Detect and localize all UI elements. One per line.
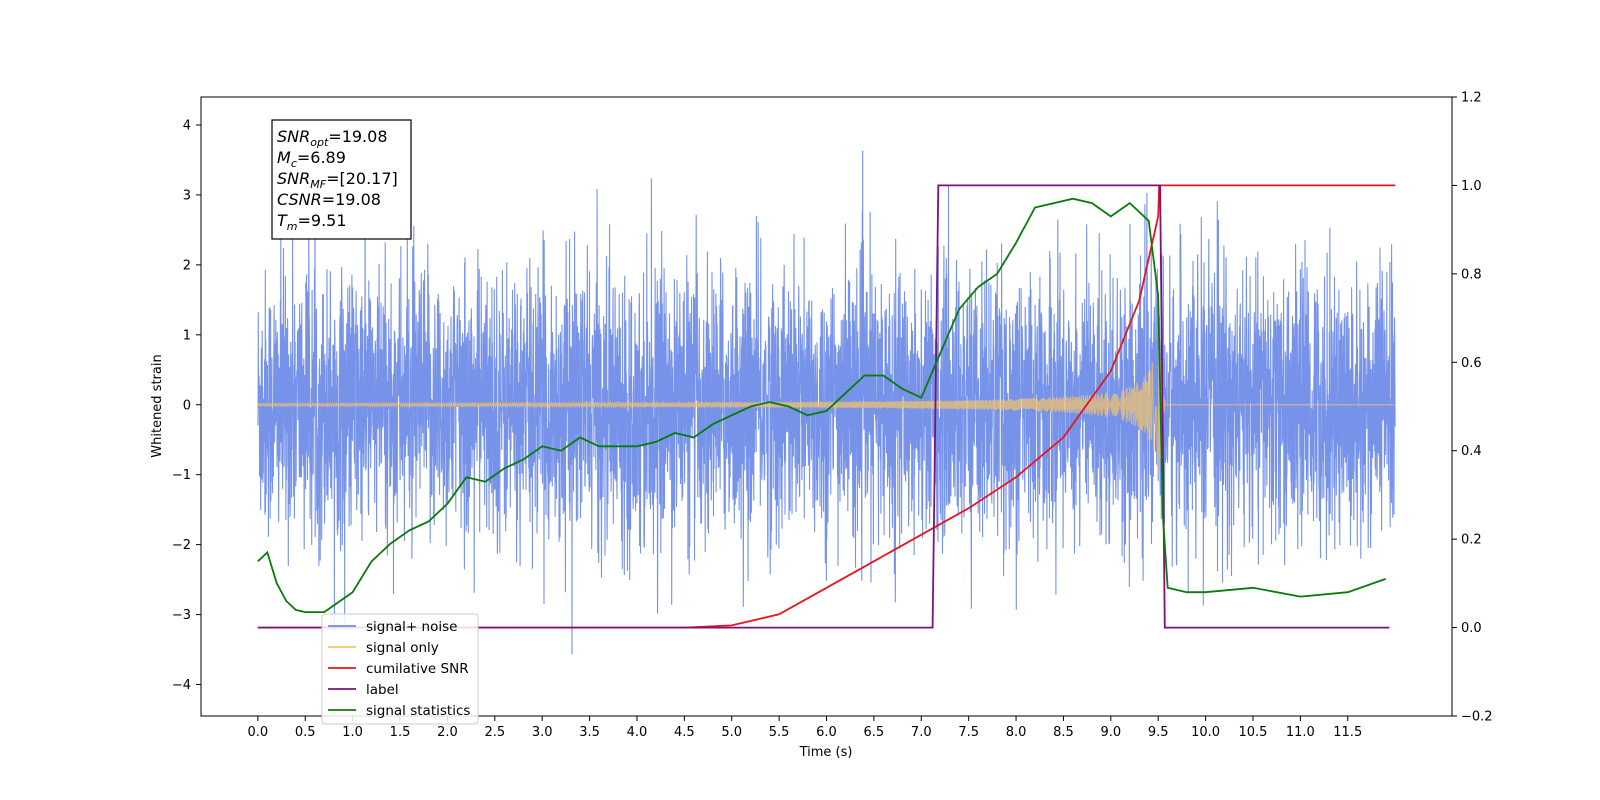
y-tick-label: 1 <box>183 328 191 343</box>
y-tick-label: −3 <box>172 608 191 623</box>
info-value: =6.89 <box>297 148 346 167</box>
legend-entry: signal statistics <box>366 703 470 719</box>
x-axis: 0.0 0.5 1.0 1.5 2.0 2.5 3.0 3.5 4.0 4.5 5.0 5.5 6.0 6… <box>248 716 1362 740</box>
info-subscript: m <box>287 220 298 233</box>
x-tick-label: 0.0 <box>248 725 269 740</box>
legend-entry: label <box>366 682 399 698</box>
plot-area <box>257 150 1396 655</box>
info-value: =[20.17] <box>326 169 398 188</box>
y-right-tick-label: 0.0 <box>1461 621 1482 636</box>
x-tick-label: 4.5 <box>674 725 695 740</box>
x-tick-label: 2.0 <box>437 725 458 740</box>
info-line: Tm=9.51 <box>277 211 347 233</box>
x-tick-label: 9.0 <box>1100 725 1121 740</box>
y-axis-right: 1.2 1.0 0.8 0.6 0.4 0.2 0.0 −0.2 <box>1452 91 1493 725</box>
legend-frame <box>321 613 479 725</box>
y-right-tick-label: 0.6 <box>1461 356 1482 371</box>
info-box-frame <box>271 119 412 240</box>
series-line <box>257 197 1386 613</box>
x-tick-label: 6.5 <box>864 725 885 740</box>
info-symbol: M <box>277 148 291 167</box>
x-tick-label: 7.0 <box>911 725 932 740</box>
y-right-tick-label: 1.0 <box>1461 179 1482 194</box>
y-tick-label: −4 <box>172 678 191 693</box>
y-right-tick-label: 0.8 <box>1461 267 1482 282</box>
series-line <box>257 184 1390 629</box>
x-tick-label: 6.0 <box>816 725 837 740</box>
legend: signal+ noise signal only cumilative SNR la… <box>321 613 479 725</box>
series-line <box>257 326 1396 484</box>
info-value: =19.08 <box>328 127 387 146</box>
info-value: =19.08 <box>322 190 381 209</box>
info-line: Mc=6.89 <box>277 148 346 170</box>
x-tick-label: 8.5 <box>1053 725 1074 740</box>
x-tick-label: 11.0 <box>1286 725 1315 740</box>
y-tick-label: 0 <box>183 398 191 413</box>
x-tick-label: 4.0 <box>627 725 648 740</box>
y-right-tick-label: 0.4 <box>1461 444 1482 459</box>
x-tick-label: 5.5 <box>769 725 790 740</box>
y-right-tick-label: 1.2 <box>1461 91 1482 106</box>
x-tick-label: 0.5 <box>295 725 316 740</box>
info-symbol: T <box>277 211 288 230</box>
y-tick-label: 3 <box>183 188 191 203</box>
x-tick-label: 5.0 <box>721 725 742 740</box>
info-value: =9.51 <box>298 211 347 230</box>
x-tick-label: 8.0 <box>1006 725 1027 740</box>
info-symbol: SNR <box>277 169 310 188</box>
info-symbol: CSNR <box>277 190 322 209</box>
x-tick-label: 11.5 <box>1333 725 1362 740</box>
y-right-tick-label: 0.2 <box>1461 533 1482 548</box>
y-axis-left: 4 3 2 1 0 −1 −2 −3 −4 <box>172 118 201 693</box>
info-box: SNRopt=19.08Mc=6.89SNRMF=[20.17]CSNR=19.… <box>271 119 412 240</box>
y-axis-left-label: Whitened strain <box>150 354 165 457</box>
info-symbol: SNR <box>277 127 310 146</box>
x-tick-label: 3.0 <box>532 725 553 740</box>
info-subscript: opt <box>310 136 329 149</box>
x-tick-label: 2.5 <box>484 725 505 740</box>
info-line: SNRopt=19.08 <box>277 127 388 149</box>
x-tick-label: 10.5 <box>1239 725 1268 740</box>
x-tick-label: 1.5 <box>390 725 411 740</box>
info-subscript: MF <box>310 178 326 191</box>
legend-entry: signal+ noise <box>366 619 457 635</box>
y-tick-label: 4 <box>183 118 191 133</box>
y-tick-label: −1 <box>172 468 191 483</box>
info-subscript: c <box>291 157 297 170</box>
info-line: CSNR=19.08 <box>277 190 381 209</box>
x-axis-label: Time (s) <box>799 745 853 760</box>
x-tick-label: 10.0 <box>1191 725 1220 740</box>
legend-entry: cumilative SNR <box>366 661 469 677</box>
y-tick-label: 2 <box>183 258 191 273</box>
x-tick-label: 7.5 <box>958 725 979 740</box>
x-tick-label: 3.5 <box>579 725 600 740</box>
y-tick-label: −2 <box>172 538 191 553</box>
y-right-tick-label: −0.2 <box>1461 710 1493 725</box>
info-line: SNRMF=[20.17] <box>277 169 398 191</box>
series-line <box>257 150 1396 655</box>
legend-entry: signal only <box>366 640 439 656</box>
x-tick-label: 1.0 <box>342 725 363 740</box>
x-tick-label: 9.5 <box>1148 725 1169 740</box>
